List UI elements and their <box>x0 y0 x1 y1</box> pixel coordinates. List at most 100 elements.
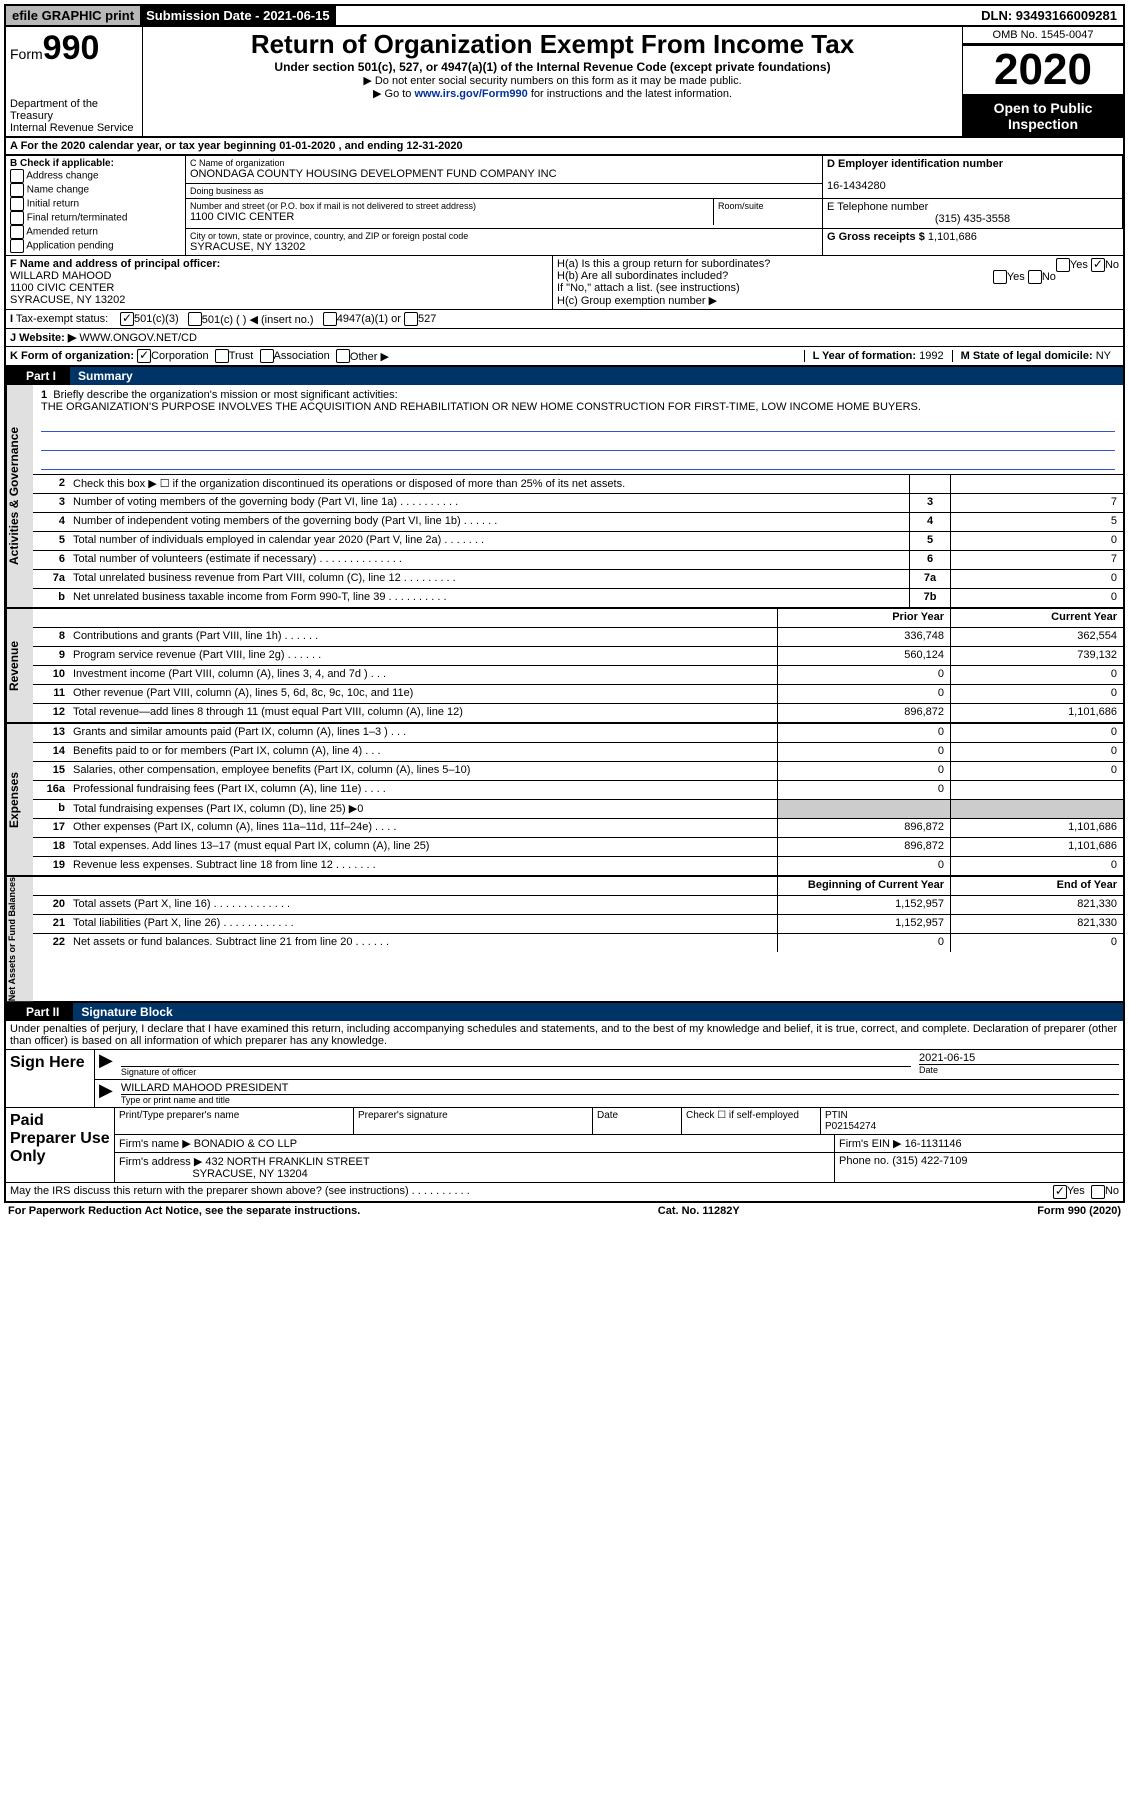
side-governance: Activities & Governance <box>6 385 33 607</box>
irs-link[interactable]: www.irs.gov/Form990 <box>414 88 527 100</box>
chk-final[interactable]: Final return/terminated <box>10 211 181 225</box>
row-num: 11 <box>33 685 69 703</box>
l-value: 1992 <box>919 350 943 362</box>
row-desc: Number of independent voting members of … <box>69 513 909 531</box>
row-cy <box>950 781 1123 799</box>
table-row: 19 Revenue less expenses. Subtract line … <box>33 857 1123 875</box>
ha-no: No <box>1105 259 1119 271</box>
row-py: 1,152,957 <box>777 896 950 914</box>
row-num: 16a <box>33 781 69 799</box>
mission-label: Briefly describe the organization's miss… <box>53 389 397 401</box>
row-desc: Total expenses. Add lines 13–17 (must eq… <box>69 838 777 856</box>
chk-pending[interactable]: Application pending <box>10 239 181 253</box>
table-row: 13 Grants and similar amounts paid (Part… <box>33 724 1123 743</box>
box-f: F Name and address of principal officer:… <box>6 256 553 309</box>
name-label: C Name of organization <box>190 158 818 168</box>
assoc-label: Association <box>274 350 330 362</box>
chk-other[interactable] <box>336 349 350 363</box>
row-val: 7 <box>950 551 1123 569</box>
prep-h2: Preparer's signature <box>354 1108 593 1134</box>
row-cy: 0 <box>950 666 1123 684</box>
row-num: b <box>33 589 69 607</box>
row-desc: Net unrelated business taxable income fr… <box>69 589 909 607</box>
prior-year-hdr: Prior Year <box>777 609 950 627</box>
row-cy: 821,330 <box>950 915 1123 933</box>
chk-address[interactable]: Address change <box>10 169 181 183</box>
chk-assoc[interactable] <box>260 349 274 363</box>
chk-amended[interactable]: Amended return <box>10 225 181 239</box>
row-num: 8 <box>33 628 69 646</box>
form-prefix: Form <box>10 46 43 62</box>
signature-block: Under penalties of perjury, I declare th… <box>4 1021 1125 1203</box>
m-label: M State of legal domicile: <box>961 350 1093 362</box>
row-num: 19 <box>33 857 69 875</box>
row-num: 15 <box>33 762 69 780</box>
table-row: 11 Other revenue (Part VIII, column (A),… <box>33 685 1123 704</box>
net-header: Beginning of Current Year End of Year <box>33 877 1123 896</box>
row-val: 0 <box>950 570 1123 588</box>
row-py <box>777 800 950 818</box>
table-row: 9 Program service revenue (Part VIII, li… <box>33 647 1123 666</box>
row-desc: Total number of volunteers (estimate if … <box>69 551 909 569</box>
row-cy: 0 <box>950 762 1123 780</box>
table-row: b Net unrelated business taxable income … <box>33 589 1123 607</box>
row-desc: Total assets (Part X, line 16) . . . . .… <box>69 896 777 914</box>
chk-corp[interactable]: ✓ <box>137 349 151 363</box>
paid-preparer: Paid Preparer Use Only <box>6 1108 115 1182</box>
end-year-hdr: End of Year <box>950 877 1123 895</box>
chk-pending-label: Application pending <box>26 241 113 252</box>
firm-ein: 16-1131146 <box>905 1138 962 1150</box>
row-desc: Professional fundraising fees (Part IX, … <box>69 781 777 799</box>
trust-label: Trust <box>229 350 254 362</box>
row-box: 7a <box>909 570 950 588</box>
row-cy: 362,554 <box>950 628 1123 646</box>
part2-tab: Part II <box>6 1003 73 1021</box>
m-value: NY <box>1096 350 1111 362</box>
officer-street: 1100 CIVIC CENTER <box>10 282 548 294</box>
chk-501c3[interactable]: ✓ <box>120 312 134 326</box>
chk-4947[interactable] <box>323 312 337 326</box>
efile-label[interactable]: efile GRAPHIC print <box>6 6 140 25</box>
row-val: 0 <box>950 589 1123 607</box>
side-expenses: Expenses <box>6 724 33 875</box>
mission-block: 1 Briefly describe the organization's mi… <box>33 385 1123 475</box>
side-net: Net Assets or Fund Balances <box>6 877 33 1001</box>
i-label: Tax-exempt status: <box>16 313 108 325</box>
sig-of-officer-label: Signature of officer <box>121 1066 911 1077</box>
chk-trust[interactable] <box>215 349 229 363</box>
chk-501c[interactable] <box>188 312 202 326</box>
goto-line: ▶ Go to www.irs.gov/Form990 for instruct… <box>147 87 958 100</box>
gross-label: G Gross receipts $ <box>827 231 925 243</box>
chk-initial[interactable]: Initial return <box>10 197 181 211</box>
row-desc: Grants and similar amounts paid (Part IX… <box>69 724 777 742</box>
row-num: 6 <box>33 551 69 569</box>
table-row: 14 Benefits paid to or for members (Part… <box>33 743 1123 762</box>
row-desc: Salaries, other compensation, employee b… <box>69 762 777 780</box>
h-a: H(a) Is this a group return for subordin… <box>557 258 1119 270</box>
side-revenue: Revenue <box>6 609 33 722</box>
street-value: 1100 CIVIC CENTER <box>190 211 709 223</box>
sign-date: 2021-06-15 <box>919 1052 1119 1064</box>
part2-header: Part II Signature Block <box>4 1003 1125 1021</box>
mission-num: 1 <box>41 389 47 401</box>
penalty-text: Under penalties of perjury, I declare th… <box>6 1021 1123 1049</box>
chk-name[interactable]: Name change <box>10 183 181 197</box>
box-c-dba: Doing business as <box>186 184 823 200</box>
begin-year-hdr: Beginning of Current Year <box>777 877 950 895</box>
discuss-no-chk[interactable] <box>1091 1185 1105 1199</box>
row-box: 4 <box>909 513 950 531</box>
table-row: 6 Total number of volunteers (estimate i… <box>33 551 1123 570</box>
entity-grid: B Check if applicable: Address change Na… <box>4 156 1125 256</box>
l-label: L Year of formation: <box>813 350 917 362</box>
other-label: Other ▶ <box>350 350 389 363</box>
prep-h1: Print/Type preparer's name <box>115 1108 354 1134</box>
chk-amended-label: Amended return <box>26 227 98 238</box>
chk-address-label: Address change <box>26 171 98 182</box>
row-py: 0 <box>777 743 950 761</box>
row-cy <box>950 800 1123 818</box>
phone-label: E Telephone number <box>827 201 1118 213</box>
officer-city: SYRACUSE, NY 13202 <box>10 294 548 306</box>
table-row: 16a Professional fundraising fees (Part … <box>33 781 1123 800</box>
discuss-yes-chk[interactable]: ✓ <box>1053 1185 1067 1199</box>
chk-527[interactable] <box>404 312 418 326</box>
